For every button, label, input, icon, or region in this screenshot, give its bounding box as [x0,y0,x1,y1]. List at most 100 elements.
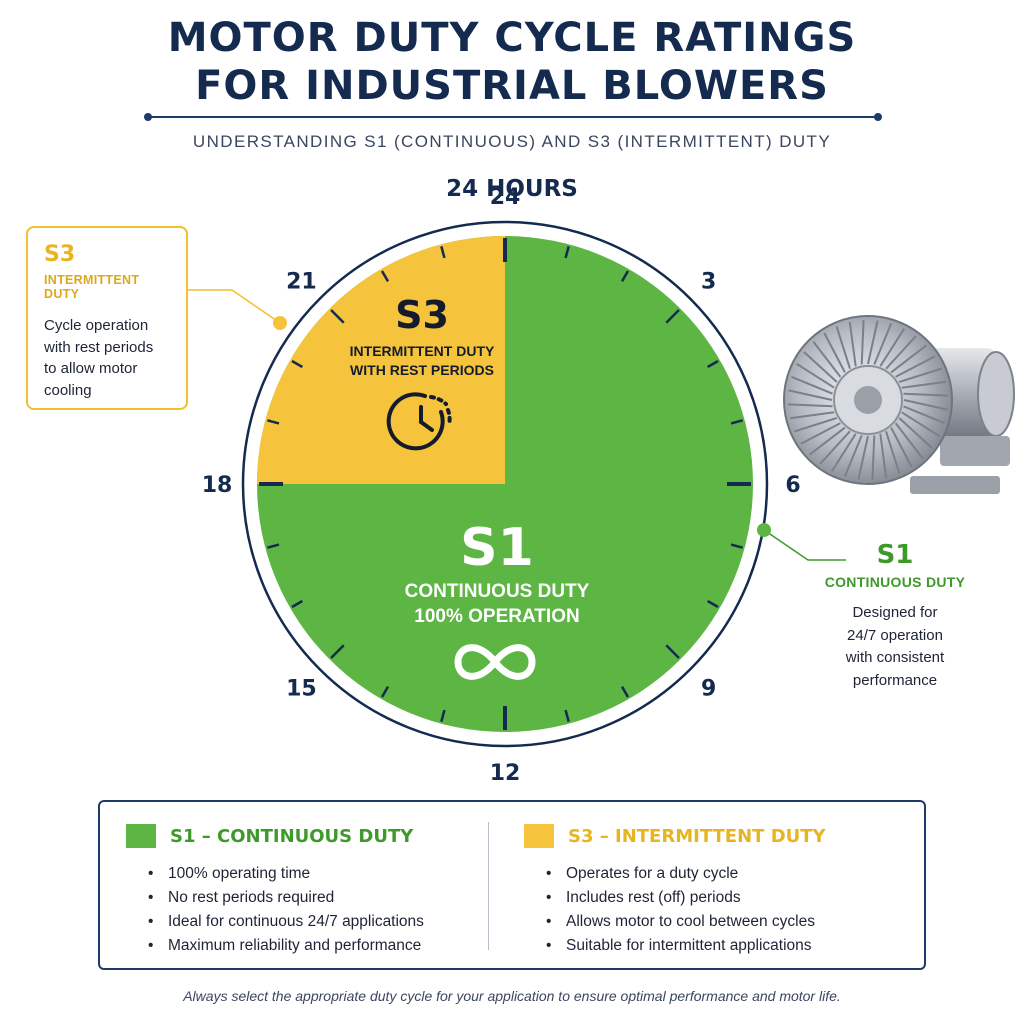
s1-leader-dot [757,523,771,537]
blower-fin [800,422,841,445]
blower-fin [794,417,838,433]
blower-fin [812,340,842,378]
s1-callout-desc-line: Designed for [852,604,938,621]
s3-leader-line [188,289,281,324]
legend-s3-column: S3 – INTERMITTENT DUTY Operates for a du… [524,820,904,958]
blower-fin [885,430,901,474]
blower-motor-cap [977,351,1015,437]
s1-callout-desc-line: performance [852,671,938,689]
blower-center [854,386,882,414]
dial-tick [665,644,680,659]
blower-fin [901,411,940,438]
list-item: 100% operating time [146,862,486,886]
list-item: No rest periods required [146,886,486,910]
legend-s1-list: 100% operating time No rest periods requ… [146,862,486,958]
legend-divider [488,822,489,950]
dial-tick [267,543,280,549]
blower-fin [819,430,851,465]
page-subtitle: UNDERSTANDING S1 (CONTINUOUS) AND S3 (IN… [192,132,832,151]
blower-fin [890,344,928,374]
s3-sector-line1: INTERMITTENT DUTY [350,343,495,359]
blower-fin [857,435,869,480]
s3-sector-line2: WITH REST PERIODS [350,362,494,378]
dial-hour-label: 18 [202,473,233,498]
s3-callout: S3 INTERMITTENT DUTY Cycle operation wit… [26,226,188,410]
s3-color-swatch [524,824,554,848]
dial-tick [267,419,280,425]
s1-callout-description: Designed for 24/7 operation with consist… [800,602,990,692]
dial-hour-label: 24 [490,185,521,210]
dial-period-label: 24 HOURS [446,176,578,202]
legend-box: S1 – CONTINUOUS DUTY 100% operating time… [98,800,926,970]
legend-s3-list: Operates for a duty cycle Includes rest … [544,862,904,958]
s3-sector-code: S3 [395,293,449,337]
dial-tick [665,309,680,324]
s1-sector-line2: 100% OPERATION [414,606,579,627]
dial-tick [564,246,570,259]
legend-s1-column: S1 – CONTINUOUS DUTY 100% operating time… [126,820,486,958]
legend-s3-heading: S3 – INTERMITTENT DUTY [524,820,904,852]
blower-fin [867,320,879,365]
dial-ticks [259,238,751,730]
s1-leader-line [763,529,846,561]
s3-callout-desc-line: cooling [44,381,92,399]
duty-cycle-dial: 24 3 6 9 12 15 18 21 S3 INTERMITTENT DUTY WITH … [188,185,846,786]
s3-callout-desc-line: to allow motor [44,360,138,377]
blower-fin [803,351,838,383]
blower-fin [898,417,933,449]
list-item: Operates for a duty cycle [544,862,904,886]
blower-fin [885,335,917,370]
blower-outlet [940,436,1010,466]
dial-tick [707,359,719,369]
s1-callout-title: CONTINUOUS DUTY [824,574,966,590]
s3-callout-code: S3 [44,242,76,267]
dial-tick [730,543,743,549]
dial-tick [330,644,345,659]
s1-color-swatch [126,824,156,848]
blower-fin [788,389,833,401]
blower-fin [791,375,833,395]
dial-tick [380,270,390,282]
blower-fin [903,405,945,425]
title-line-2: FOR INDUSTRIAL BLOWERS [195,63,829,109]
title-line-1: MOTOR DUTY CYCLE RATINGS [167,15,857,61]
blower-fin [903,392,948,397]
s1-sector-code: S1 [460,518,534,578]
s3-callout-description: Cycle operation with rest periods to all… [44,315,170,401]
blower-fin [789,411,835,420]
blower-fin [898,367,942,383]
blower-fin [901,380,947,389]
s3-callout-title: INTERMITTENT DUTY [44,273,140,301]
blower-fins [788,320,948,480]
legend-s1-heading: S1 – CONTINUOUS DUTY [126,820,486,852]
s3-leader-dot [273,316,287,330]
blower-fin [848,321,857,367]
blower-fin [879,328,906,367]
dial-hour-label: 9 [701,677,716,702]
s3-callout-desc-line: with rest periods [44,338,154,356]
dial-hour-label: 12 [490,761,521,786]
list-item: Maximum reliability and performance [146,934,486,958]
blower-fin [871,435,876,480]
list-item: Allows motor to cool between cycles [544,910,904,934]
divider-dot-left [144,113,152,121]
blower-fin [879,433,888,479]
blower-fin [823,332,846,373]
footnote: Always select the appropriate duty cycle… [183,988,841,1004]
dial-tick [707,599,719,609]
s3-callout-desc-line: Cycle operation [44,317,149,334]
dial-hour-label: 21 [286,269,317,294]
blower-fin [788,403,833,408]
s1-callout-desc-line: with consistent [845,649,945,666]
divider-dot-right [874,113,882,121]
s1-callout-code: S1 [876,540,914,570]
dial-tick [730,419,743,425]
legend-s1-heading-text: S1 – CONTINUOUS DUTY [170,825,414,847]
blower-fin [895,355,936,378]
dial-tick [291,599,303,609]
dial-hour-label: 3 [701,269,716,294]
blower-fin [796,362,835,389]
clock-icon [386,392,452,451]
infinity-icon [454,644,536,680]
blower-fin [835,326,851,370]
